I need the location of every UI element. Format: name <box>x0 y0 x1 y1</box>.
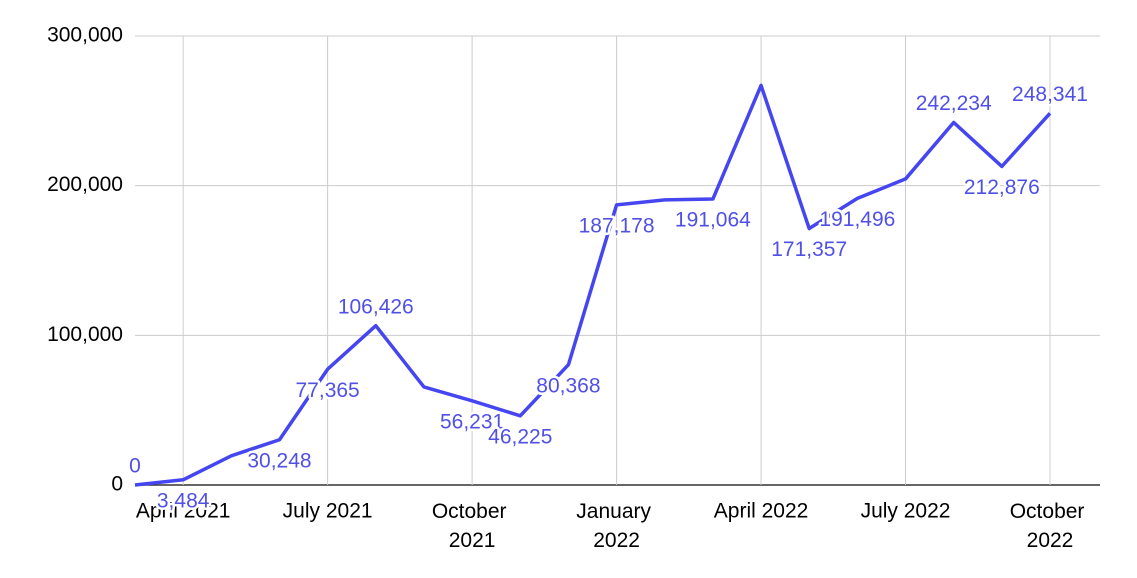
x-tick-label: July 2022 <box>861 500 951 523</box>
value-label: 3,484 <box>157 489 210 512</box>
line <box>134 83 1052 487</box>
y-tick-label: 0 <box>111 473 123 496</box>
y-tick-label: 100,000 <box>47 323 123 346</box>
x-tick-label: July 2021 <box>283 500 373 523</box>
x-tick-label: October 2022 <box>1010 500 1091 552</box>
value-label: 248,341 <box>1012 83 1088 106</box>
value-label: 191,064 <box>675 209 751 232</box>
x-tick-label: October 2021 <box>432 500 513 552</box>
y-tick-label: 200,000 <box>47 173 123 196</box>
value-label: 56,231 <box>440 410 504 433</box>
value-label: 80,368 <box>536 374 600 397</box>
x-tick-label: April 2022 <box>714 500 809 523</box>
value-label: 187,178 <box>579 214 655 237</box>
value-label: 171,357 <box>771 238 847 261</box>
x-tick-label: April 2021 <box>136 500 231 523</box>
y-tick-label: 300,000 <box>47 24 123 47</box>
value-label: 0 <box>129 455 141 478</box>
value-label: 30,248 <box>247 449 311 472</box>
value-label: 106,426 <box>338 295 414 318</box>
value-label: 77,365 <box>296 379 360 402</box>
value-label: 46,225 <box>488 425 552 448</box>
value-label: 242,234 <box>916 92 992 115</box>
value-label: 212,876 <box>964 176 1040 199</box>
value-label: 191,496 <box>819 208 895 231</box>
x-tick-label: January 2022 <box>576 500 657 552</box>
